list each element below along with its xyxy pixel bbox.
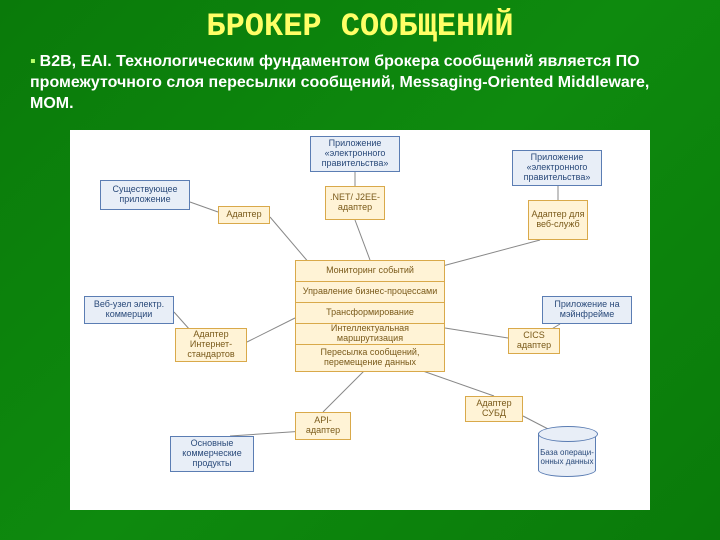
stack-row: Пересылка сообщений, перемещение данных [295, 344, 445, 372]
bullet-icon: ▪ [30, 53, 36, 70]
node-internet-std: Адаптер Интернет-стандартов [175, 328, 247, 362]
slide: БРОКЕР СООБЩЕНИЙ ▪B2B, EAI. Технологичес… [0, 0, 720, 540]
stack-row: Трансформирование [295, 302, 445, 324]
node-web-commerce: Веб-узел электр. коммерции [84, 296, 174, 324]
node-egov-top: Приложение «электронного правительства» [310, 136, 400, 172]
node-mainframe-app: Приложение на мэйнфрейме [542, 296, 632, 324]
node-cics: CICS адаптер [508, 328, 560, 354]
subtitle-text: B2B, EAI. Технологическим фундаментом бр… [30, 53, 649, 112]
slide-subtitle: ▪B2B, EAI. Технологическим фундаментом б… [30, 52, 690, 114]
stack-row: Интеллектуальная маршрутизация [295, 323, 445, 345]
diagram-canvas: Приложение «электронного правительства» … [70, 130, 650, 510]
node-egov-right: Приложение «электронного правительства» [512, 150, 602, 186]
stack-row: Мониторинг событий [295, 260, 445, 282]
node-db-cylinder: База операци-онных данных [538, 426, 596, 481]
node-adapter-left: Адаптер [218, 206, 270, 224]
node-net-j2ee: .NET/ J2EE-адаптер [325, 186, 385, 220]
node-api-adapter: API-адаптер [295, 412, 351, 440]
stack-row: Управление бизнес-процессами [295, 281, 445, 303]
cylinder-top [538, 426, 598, 442]
slide-title: БРОКЕР СООБЩЕНИЙ [0, 8, 720, 45]
node-adapter-right: Адаптер для веб-служб [528, 200, 588, 240]
broker-stack: Мониторинг событий Управление бизнес-про… [295, 260, 445, 371]
node-existing-app: Существующее приложение [100, 180, 190, 210]
node-db-adapter: Адаптер СУБД [465, 396, 523, 422]
node-core-products: Основные коммерческие продукты [170, 436, 254, 472]
